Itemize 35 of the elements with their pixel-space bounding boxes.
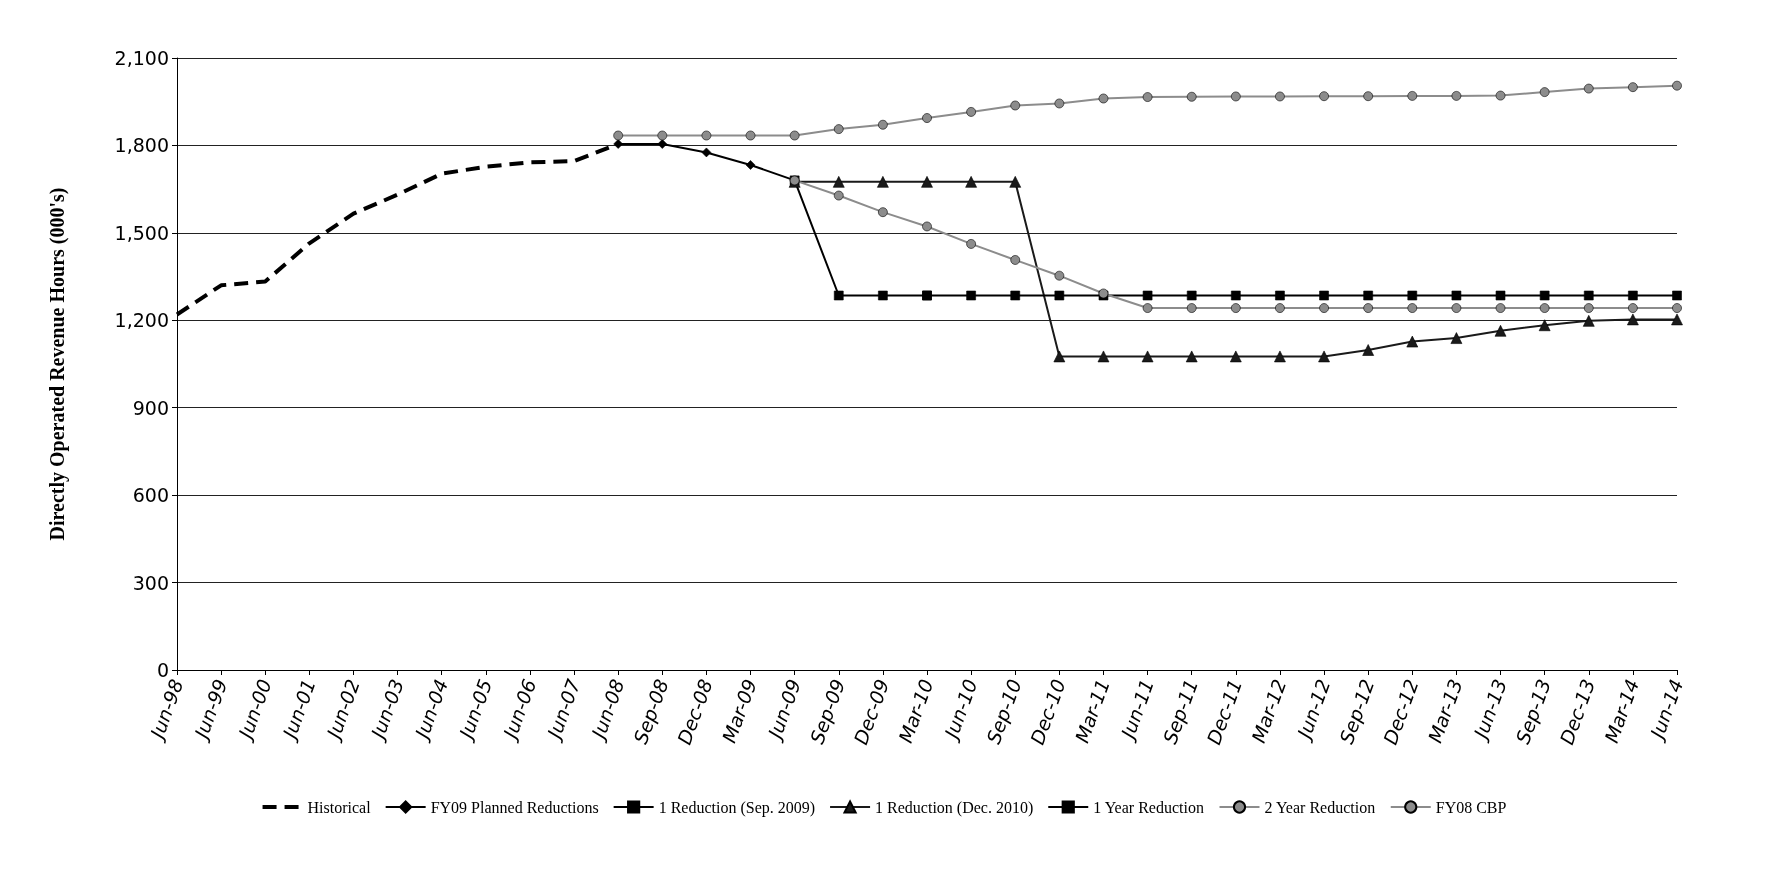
y-tick-label: 1,200: [114, 309, 169, 332]
x-tick-label: Jun-07: [541, 676, 585, 745]
x-tick-label: Jun-03: [365, 676, 408, 745]
x-tick-label: Jun-12: [1291, 676, 1335, 745]
x-tick-label: Jun-13: [1468, 676, 1511, 745]
x-tick-label: Jun-10: [938, 676, 982, 745]
x-tick-label: Jun-00: [232, 676, 276, 745]
x-tick-label: Sep-10: [982, 676, 1026, 747]
x-tick-label: Jun-11: [1115, 676, 1158, 745]
x-tick-label: Jun-05: [453, 676, 497, 745]
x-tick-label: Jun-99: [188, 676, 232, 745]
legend-label: 1 Year Reduction: [1093, 798, 1204, 816]
legend-label: FY09 Planned Reductions: [430, 798, 599, 816]
x-tick-label: Jun-06: [497, 676, 541, 745]
legend-label: 1 Reduction (Dec. 2010): [875, 798, 1034, 817]
x-tick-label: Jun-14: [1644, 676, 1688, 745]
y-tick-label: 900: [132, 396, 169, 419]
legend-label: 2 Year Reduction: [1264, 798, 1376, 816]
legend-label: 1 Reduction (Sep. 2009): [658, 798, 816, 817]
y-tick-label: 1,500: [114, 221, 169, 244]
x-tick-label: Jun-01: [276, 676, 320, 745]
legend-label: FY08 CBP: [1435, 798, 1507, 816]
y-tick-label: 1,800: [114, 134, 169, 157]
y-axis-title: Directly Operated Revenue Hours (000's): [46, 187, 69, 541]
x-tick-label: Sep-13: [1511, 676, 1555, 747]
x-tick-label: Jun-09: [762, 676, 805, 745]
y-tick-label: 2,100: [114, 47, 169, 69]
x-tick-label: Jun-08: [585, 676, 629, 745]
x-tick-label: Jun-02: [321, 676, 364, 745]
x-tick-label: Jun-04: [409, 676, 453, 745]
y-tick-label: 300: [132, 571, 169, 594]
x-tick-label: Sep-09: [805, 676, 850, 747]
legend-label: Historical: [307, 798, 372, 816]
x-tick-label: Sep-08: [629, 676, 673, 747]
y-tick-label: 600: [132, 484, 169, 507]
